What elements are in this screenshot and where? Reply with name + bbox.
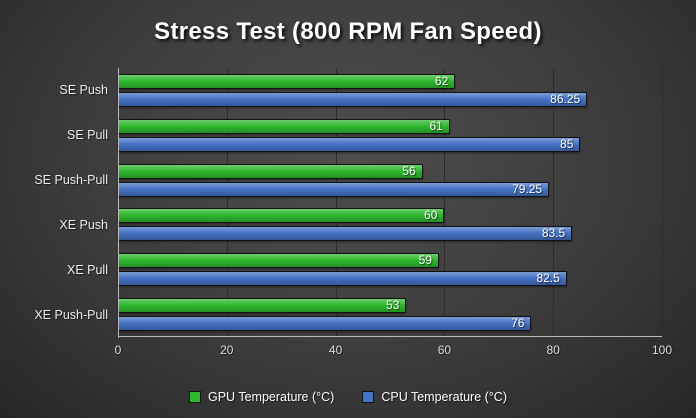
bar-row: 56 79.25 (118, 163, 662, 197)
gpu-temp-bar: 60 (118, 208, 445, 224)
category-label: XE Pull (67, 262, 108, 277)
bar-value-label: 86.25 (550, 91, 581, 106)
bar-value-label: 60 (424, 208, 438, 223)
bar-value-label: 62 (434, 73, 449, 88)
bar-value-label: 59 (418, 253, 432, 268)
bar-value-label: 82.5 (536, 271, 560, 286)
gpu-legend-swatch (189, 391, 201, 403)
x-tick-label: 20 (220, 343, 234, 357)
x-tick-label: 80 (546, 343, 560, 357)
category-label: SE Push (59, 83, 108, 98)
cpu-temp-bar: 82.5 (118, 271, 567, 287)
bar-row: 53 76 (118, 298, 662, 332)
bar-value-label: 61 (429, 118, 443, 133)
bar-row: 61 85 (118, 118, 662, 152)
cpu-temp-bar: 76 (118, 316, 532, 332)
y-axis-line (118, 68, 119, 338)
cpu-temp-bar: 85 (118, 136, 581, 152)
gpu-temp-bar: 59 (118, 253, 439, 269)
category-label: XE Push (59, 217, 108, 232)
x-tick-label: 100 (651, 343, 673, 357)
bar-value-label: 83.5 (541, 226, 566, 241)
bar-value-label: 79.25 (512, 181, 543, 196)
category-label: SE Push-Pull (34, 173, 108, 188)
cpu-temp-bar: 86.25 (118, 91, 588, 107)
legend-item-cpu: CPU Temperature (°C) (362, 390, 507, 404)
gpu-temp-bar: 61 (118, 118, 450, 134)
bar-row: 59 82.5 (118, 253, 662, 287)
gridline (226, 68, 228, 337)
gridline (335, 68, 337, 337)
gpu-temp-bar: 56 (118, 163, 423, 179)
x-axis-line (118, 336, 662, 337)
bar-value-label: 56 (402, 163, 416, 178)
legend-item-gpu: GPU Temperature (°C) (189, 390, 334, 404)
gridline (662, 68, 663, 337)
category-label: SE Pull (67, 128, 108, 143)
bar-rows: 62 86.25 61 85 56 79.25 60 83.5 59 82.5 53 76 (118, 68, 662, 337)
cpu-legend-label: CPU Temperature (°C) (381, 390, 507, 404)
legend: GPU Temperature (°C) CPU Temperature (°C… (0, 390, 696, 404)
gpu-temp-bar: 53 (118, 298, 407, 314)
cpu-temp-bar: 83.5 (118, 226, 573, 242)
x-axis-ticks: 0 20 40 60 80 100 (114, 343, 672, 359)
bar-row: 60 83.5 (118, 208, 662, 242)
x-tick-label: 60 (437, 343, 452, 357)
gridlines (118, 68, 663, 337)
bar-value-label: 53 (385, 298, 400, 313)
plot-area: 62 86.25 61 85 56 79.25 60 83.5 59 82.5 53 76 (118, 68, 663, 338)
cpu-legend-swatch (362, 391, 375, 403)
category-label: XE Push-Pull (34, 307, 108, 322)
gpu-temp-bar: 62 (118, 73, 456, 89)
cpu-temp-bar: 79.25 (118, 181, 550, 197)
gpu-legend-label: GPU Temperature (°C) (208, 390, 335, 404)
x-tick-label: 40 (328, 343, 343, 357)
x-tick-label: 0 (114, 343, 122, 357)
bar-value-label: 76 (511, 316, 525, 331)
chart-title: Stress Test (800 RPM Fan Speed) (154, 18, 542, 45)
bar-value-label: 85 (560, 136, 574, 151)
category-labels: SE Push SE Pull SE Push-Pull XE Push XE Pull… (0, 68, 108, 337)
gridline (444, 68, 446, 337)
bar-row: 62 86.25 (118, 73, 662, 107)
gridline (553, 68, 555, 337)
